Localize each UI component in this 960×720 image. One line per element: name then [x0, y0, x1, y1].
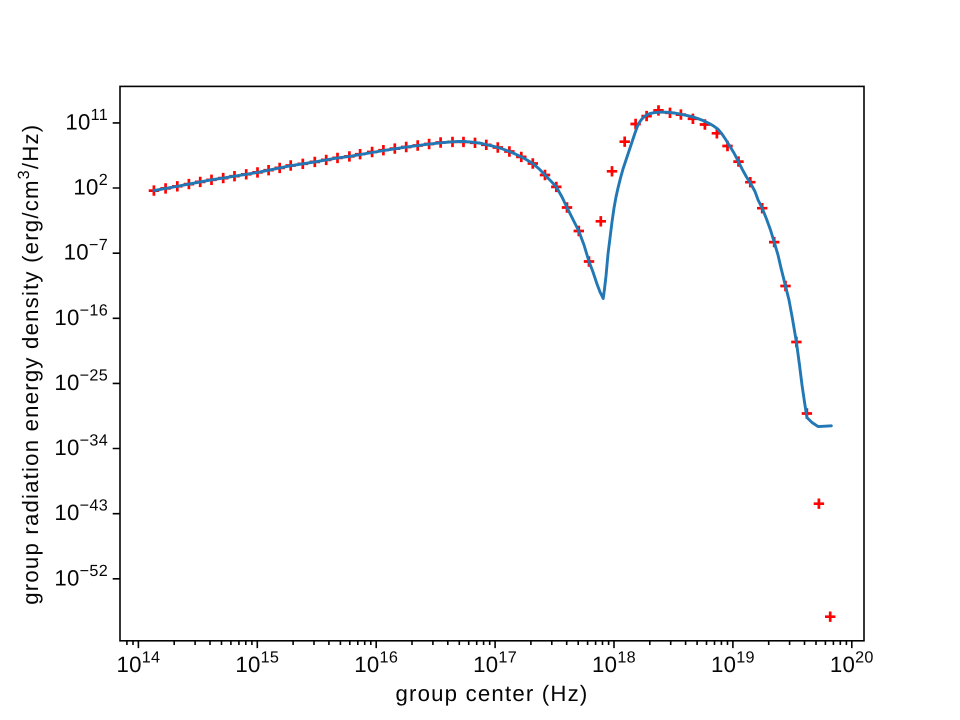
svg-text:group center (Hz): group center (Hz) — [395, 681, 588, 706]
svg-text:102: 102 — [73, 171, 108, 200]
svg-text:group radiation energy density: group radiation energy density (erg/cm3/… — [15, 124, 43, 605]
svg-text:10−34: 10−34 — [54, 432, 108, 461]
